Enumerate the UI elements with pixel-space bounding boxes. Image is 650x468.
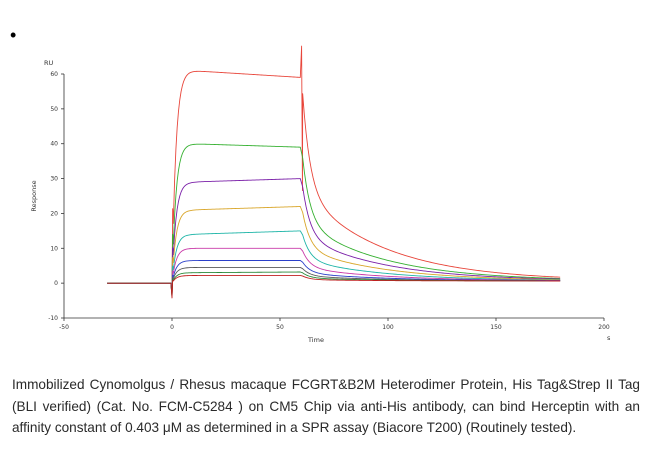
x-unit-label: s	[607, 334, 611, 342]
x-tick-label: 50	[276, 324, 284, 331]
y-tick-label: 40	[50, 141, 58, 148]
spr-sensorgram-chart: -50 0 50 100 150 200 -10 0 10 20 30 40 50 60 RU s Ti…	[30, 45, 611, 344]
sensorgram-series-line	[107, 247, 561, 295]
bullet-marker: •	[10, 25, 17, 45]
sensorgram-series-line	[107, 206, 561, 294]
y-tick-label: 20	[50, 210, 58, 217]
x-axis-ticks: -50 0 50 100 150 200	[59, 318, 610, 331]
sensorgram-series-line	[107, 230, 561, 295]
x-axis-title: Time	[307, 336, 324, 344]
y-axis-title: Response	[30, 180, 38, 211]
x-tick-label: -50	[59, 324, 69, 331]
x-tick-label: 150	[490, 324, 502, 331]
y-tick-label: -10	[48, 315, 58, 322]
sensorgram-series-line	[107, 45, 561, 291]
sensorgram-series-line	[107, 275, 561, 299]
y-tick-label: 0	[54, 280, 58, 287]
y-tick-label: 30	[50, 176, 58, 183]
y-tick-label: 60	[50, 71, 58, 78]
y-axis-ticks: -10 0 10 20 30 40 50 60	[48, 71, 64, 322]
y-unit-label: RU	[44, 59, 54, 67]
x-tick-label: 200	[598, 324, 610, 331]
y-tick-label: 10	[50, 245, 58, 252]
series-lines	[107, 45, 561, 299]
x-tick-label: 100	[382, 324, 394, 331]
y-tick-label: 50	[50, 106, 58, 113]
chart-frame	[63, 74, 604, 319]
sensorgram-series-line	[107, 143, 561, 292]
sensorgram-series-line	[107, 178, 561, 293]
x-tick-label: 0	[170, 324, 174, 331]
figure-caption: Immobilized Cynomolgus / Rhesus macaque …	[12, 377, 640, 435]
